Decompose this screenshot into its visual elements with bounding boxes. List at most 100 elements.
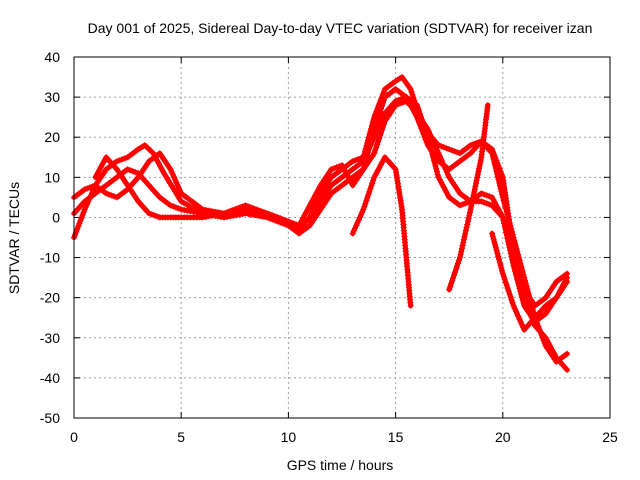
data-point-marker [505,234,512,241]
data-point-marker [395,101,402,108]
data-point-marker [174,182,181,189]
data-point-marker [472,183,479,190]
data-point-marker [87,184,94,191]
data-point-marker [445,171,451,178]
data-point-marker [454,263,460,270]
data-point-marker [373,128,380,135]
x-axis-label: GPS time / hours [287,457,394,473]
data-point-marker [119,156,126,163]
data-point-marker [424,126,431,133]
data-point-marker [497,262,504,268]
data-point-marker [519,297,526,303]
data-point-marker [443,169,450,175]
data-point-marker [512,260,519,267]
y-tick-label: -10 [40,250,60,266]
data-point-marker [368,139,375,146]
data-point-marker [336,163,343,170]
data-point-marker [446,146,453,153]
data-point-marker [360,206,367,213]
data-point-marker [467,209,473,216]
data-point-marker [202,213,209,220]
data-point-marker [380,97,387,103]
data-point-marker [81,186,88,193]
data-point-marker [564,270,571,277]
data-point-marker [451,148,458,155]
series-track-1 [71,74,571,365]
data-point-marker [127,167,134,174]
y-tick-label: -30 [40,330,60,346]
data-point-marker [499,270,506,277]
data-point-marker [471,186,478,193]
data-point-marker [230,208,237,215]
data-point-marker [483,192,490,199]
data-point-marker [492,154,499,161]
data-point-marker [379,102,385,109]
data-point-marker [407,302,414,309]
series-track-6 [446,102,491,293]
data-point-marker [520,283,527,290]
data-point-marker [74,226,81,233]
data-point-marker [435,150,442,157]
data-point-marker [370,136,376,143]
data-point-marker [171,174,178,181]
data-point-marker [365,191,372,198]
data-point-marker [451,272,458,279]
data-point-marker [380,88,387,95]
data-point-marker [476,165,482,172]
x-tick-label: 15 [388,429,404,445]
data-point-marker [499,267,505,274]
data-point-marker [481,199,487,206]
series-track-2 [71,86,571,373]
data-point-marker [175,185,182,191]
data-point-marker [116,157,123,164]
tick-layer [73,56,611,419]
data-point-marker [360,158,367,165]
data-point-marker [448,280,455,287]
data-point-marker [511,305,518,312]
data-point-marker [392,102,399,109]
data-point-marker [371,134,378,141]
data-point-marker [454,149,461,156]
data-point-marker [453,266,459,273]
data-point-marker [362,200,369,207]
data-point-marker [497,168,504,175]
data-point-marker [172,177,179,183]
x-tick-label: 5 [177,429,185,445]
data-point-marker [408,89,415,95]
data-point-marker [509,299,516,306]
y-tick-label: 20 [44,129,60,145]
data-point-marker [151,212,158,219]
data-point-marker [452,269,458,276]
data-point-marker [77,217,84,224]
data-point-marker [494,160,501,167]
data-point-marker [428,148,435,155]
data-point-marker [215,211,221,218]
data-point-marker [502,279,509,286]
data-point-marker [471,189,478,195]
data-point-marker [352,157,359,164]
data-point-marker [205,213,212,220]
data-point-marker [372,147,379,154]
data-point-marker [489,230,496,237]
data-point-marker [242,206,249,213]
data-point-marker [502,223,509,229]
data-point-marker [477,160,484,167]
data-point-marker [517,318,524,325]
data-point-marker [516,316,523,323]
data-point-marker [362,152,369,159]
data-point-marker [78,214,85,221]
data-point-marker [509,251,516,258]
data-point-marker [354,219,361,226]
data-point-marker [433,165,440,172]
data-point-marker [352,225,359,232]
data-point-marker [333,164,340,171]
data-point-marker [239,207,246,213]
data-point-marker [441,163,448,170]
data-point-marker [375,138,382,145]
data-point-marker [368,183,375,190]
data-point-marker [132,169,139,176]
data-point-marker [508,246,515,252]
data-point-marker [478,190,485,197]
y-tick-label: -50 [40,410,60,426]
